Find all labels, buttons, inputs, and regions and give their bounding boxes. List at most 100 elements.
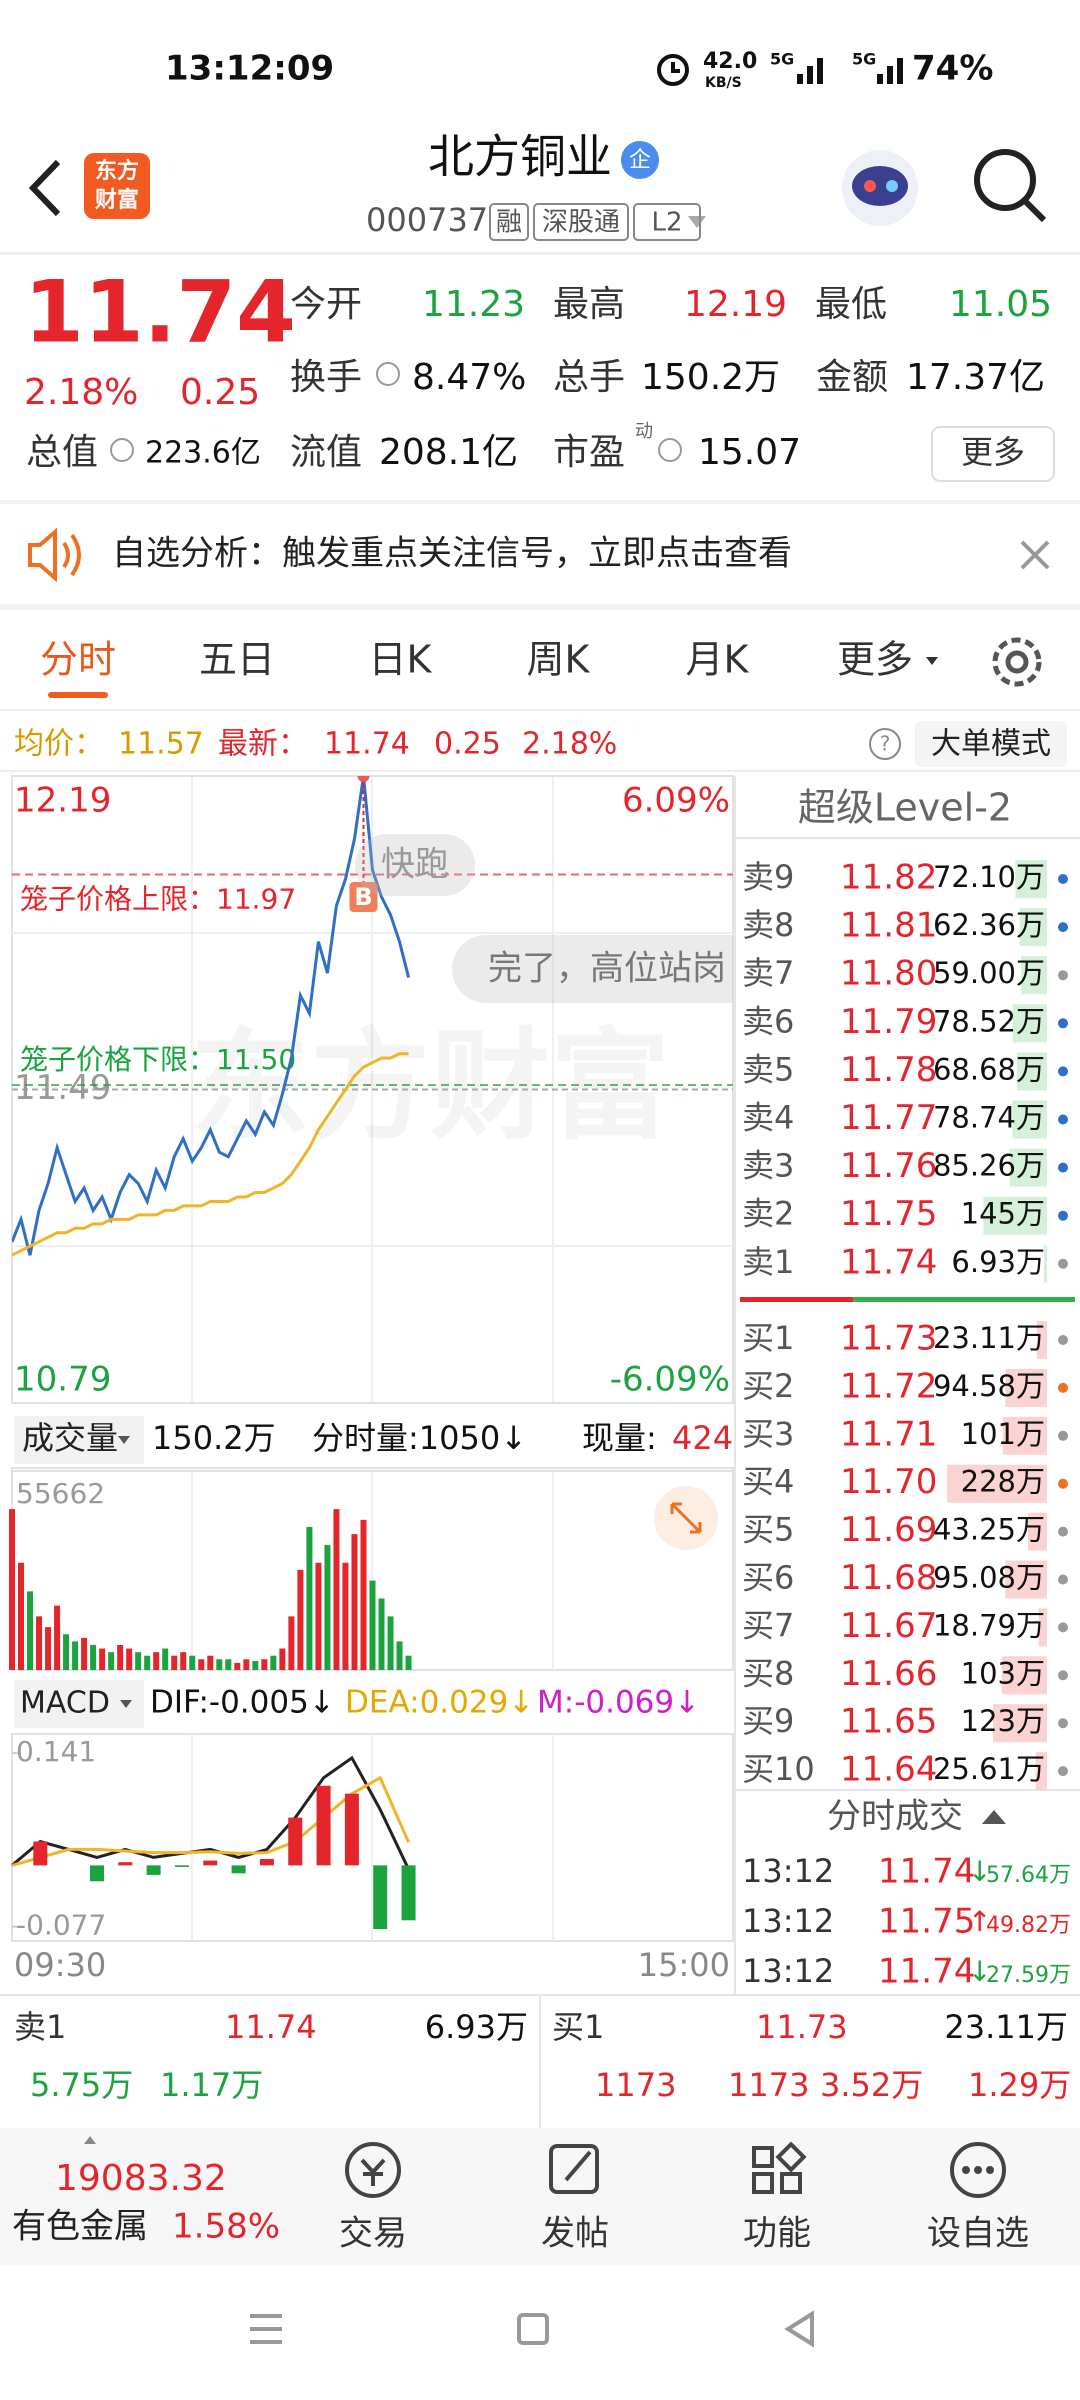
volume-bar (1012, 1100, 1047, 1139)
status-icons (657, 54, 903, 86)
volume-bar (1009, 1148, 1047, 1187)
book-price: 11.76 (840, 1146, 937, 1186)
tab[interactable]: 更多 (837, 638, 913, 682)
sector-change: 1.58% (172, 2207, 280, 2247)
mode-label[interactable]: 大单模式 (931, 727, 1051, 762)
divider (0, 770, 1080, 772)
volume-bar (1001, 1656, 1047, 1695)
volume-bar (234, 1662, 241, 1670)
trade-time: 13:12 (742, 1902, 834, 1940)
settings-button[interactable] (992, 637, 1042, 687)
tab[interactable]: 日K (369, 638, 433, 682)
tab[interactable]: 周K (527, 638, 591, 682)
volume-bar (180, 1652, 187, 1670)
expand-button[interactable] (654, 1486, 718, 1550)
y-tick-label: 0.141 (16, 1735, 96, 1768)
search-button[interactable] (974, 149, 1047, 223)
high-point (357, 776, 370, 782)
book-price: 11.77 (840, 1098, 937, 1138)
dropdown-arrow[interactable] (926, 657, 938, 665)
ask-price: 11.74 (225, 2008, 317, 2046)
bid-label: 买1 (552, 2008, 604, 2046)
more-button[interactable] (931, 426, 1055, 482)
action-label[interactable]: 设自选 (927, 2214, 1029, 2254)
tab[interactable]: 分时 (40, 638, 116, 682)
book-label: 买8 (742, 1654, 794, 1692)
trade-arrow: ↑ (968, 1905, 991, 1938)
y-tick-label: -0.077 (16, 1909, 106, 1942)
book-price: 11.68 (840, 1558, 937, 1598)
book-volume: 59.00万 (933, 956, 1045, 990)
volume-bar (279, 1648, 286, 1670)
ask-label: 卖1 (14, 2008, 66, 2046)
stat-sup: 动 (635, 421, 653, 442)
volume-title[interactable]: 成交量 (22, 1419, 118, 1457)
index-value[interactable]: 19083.32 (55, 2158, 227, 2199)
back-button[interactable] (28, 159, 61, 217)
close-banner[interactable] (1020, 540, 1050, 570)
tab[interactable]: 五日 (199, 638, 275, 682)
indicator-selector[interactable] (14, 1680, 144, 1728)
trade-volume: 57.64万 (986, 1863, 1071, 1888)
macd-bar (33, 1841, 48, 1866)
mode-button[interactable] (915, 721, 1067, 767)
nav-bar[interactable] (250, 2310, 814, 2348)
dea-label: DEA:0.029↓ (345, 1685, 534, 1721)
bottom-bar (0, 2128, 1080, 2265)
action-label[interactable]: 交易 (339, 2214, 407, 2254)
stock-name: 北方铜业 (428, 130, 612, 184)
volume-bar (1021, 956, 1047, 995)
more-button-label[interactable]: 更多 (961, 433, 1025, 471)
volume-bar (324, 1544, 331, 1670)
volume-bar (1036, 1321, 1047, 1359)
dropdown-arrow[interactable] (118, 1436, 130, 1444)
tab[interactable]: 月K (686, 638, 750, 682)
tag-box (633, 203, 701, 241)
collapse-arrow[interactable] (982, 1810, 1006, 1824)
help-icon[interactable]: ? (869, 728, 901, 760)
dropdown-arrow[interactable] (688, 216, 706, 228)
book-label: 卖2 (742, 1195, 794, 1233)
volume-bar (1005, 1560, 1047, 1599)
volume-bar (243, 1659, 250, 1670)
info-avg-label: 均价： (14, 727, 104, 762)
action-label[interactable]: 功能 (743, 2214, 811, 2254)
trade-volume: 49.82万 (986, 1913, 1071, 1938)
volume-bar (189, 1655, 196, 1670)
volume-bar (288, 1616, 295, 1670)
tag-box (533, 203, 629, 241)
robot-avatar[interactable] (842, 150, 918, 226)
dropdown-arrow[interactable] (120, 1700, 132, 1708)
volume-bar (315, 1562, 322, 1670)
macd-title[interactable]: MACD (20, 1686, 110, 1721)
y2-tick-label: 6.09% (622, 781, 730, 821)
trades-title[interactable]: 分时成交 (827, 1797, 963, 1837)
book-volume: 101万 (961, 1417, 1045, 1451)
bubble-text: 快跑 (381, 845, 449, 885)
book-price: 11.71 (840, 1414, 937, 1454)
stat: 1173 (595, 2066, 676, 2104)
volume-bar (1016, 1052, 1047, 1091)
volume-bar (225, 1659, 232, 1670)
volume-bar (342, 1562, 349, 1670)
sector-name[interactable]: 有色金属 (12, 2207, 148, 2247)
volume-bar (81, 1637, 88, 1670)
volume-bar (1005, 1368, 1047, 1407)
battery: 74% (912, 49, 993, 89)
book-volume: 145万 (961, 1197, 1045, 1231)
macd-bar (316, 1785, 331, 1866)
y-tick-label: 55662 (16, 1477, 105, 1510)
book-dot (1058, 874, 1068, 884)
y2-tick-label: -6.09% (610, 1360, 730, 1400)
watermark: 东方财富 (190, 1018, 670, 1157)
book-volume: 95.08万 (933, 1561, 1045, 1595)
book-label: 卖9 (742, 858, 794, 896)
volume-bar (1012, 1004, 1047, 1043)
trade-marker-label: B (354, 883, 372, 911)
book-price: 11.66 (840, 1654, 937, 1694)
banner-text[interactable]: 自选分析：触发重点关注信号，立即点击查看 (112, 534, 792, 574)
minute-volume: 分时量:1050↓ (312, 1419, 527, 1457)
volume-bar (63, 1634, 70, 1670)
book-volume: 68.68万 (933, 1052, 1045, 1086)
action-label[interactable]: 发帖 (541, 2214, 609, 2254)
